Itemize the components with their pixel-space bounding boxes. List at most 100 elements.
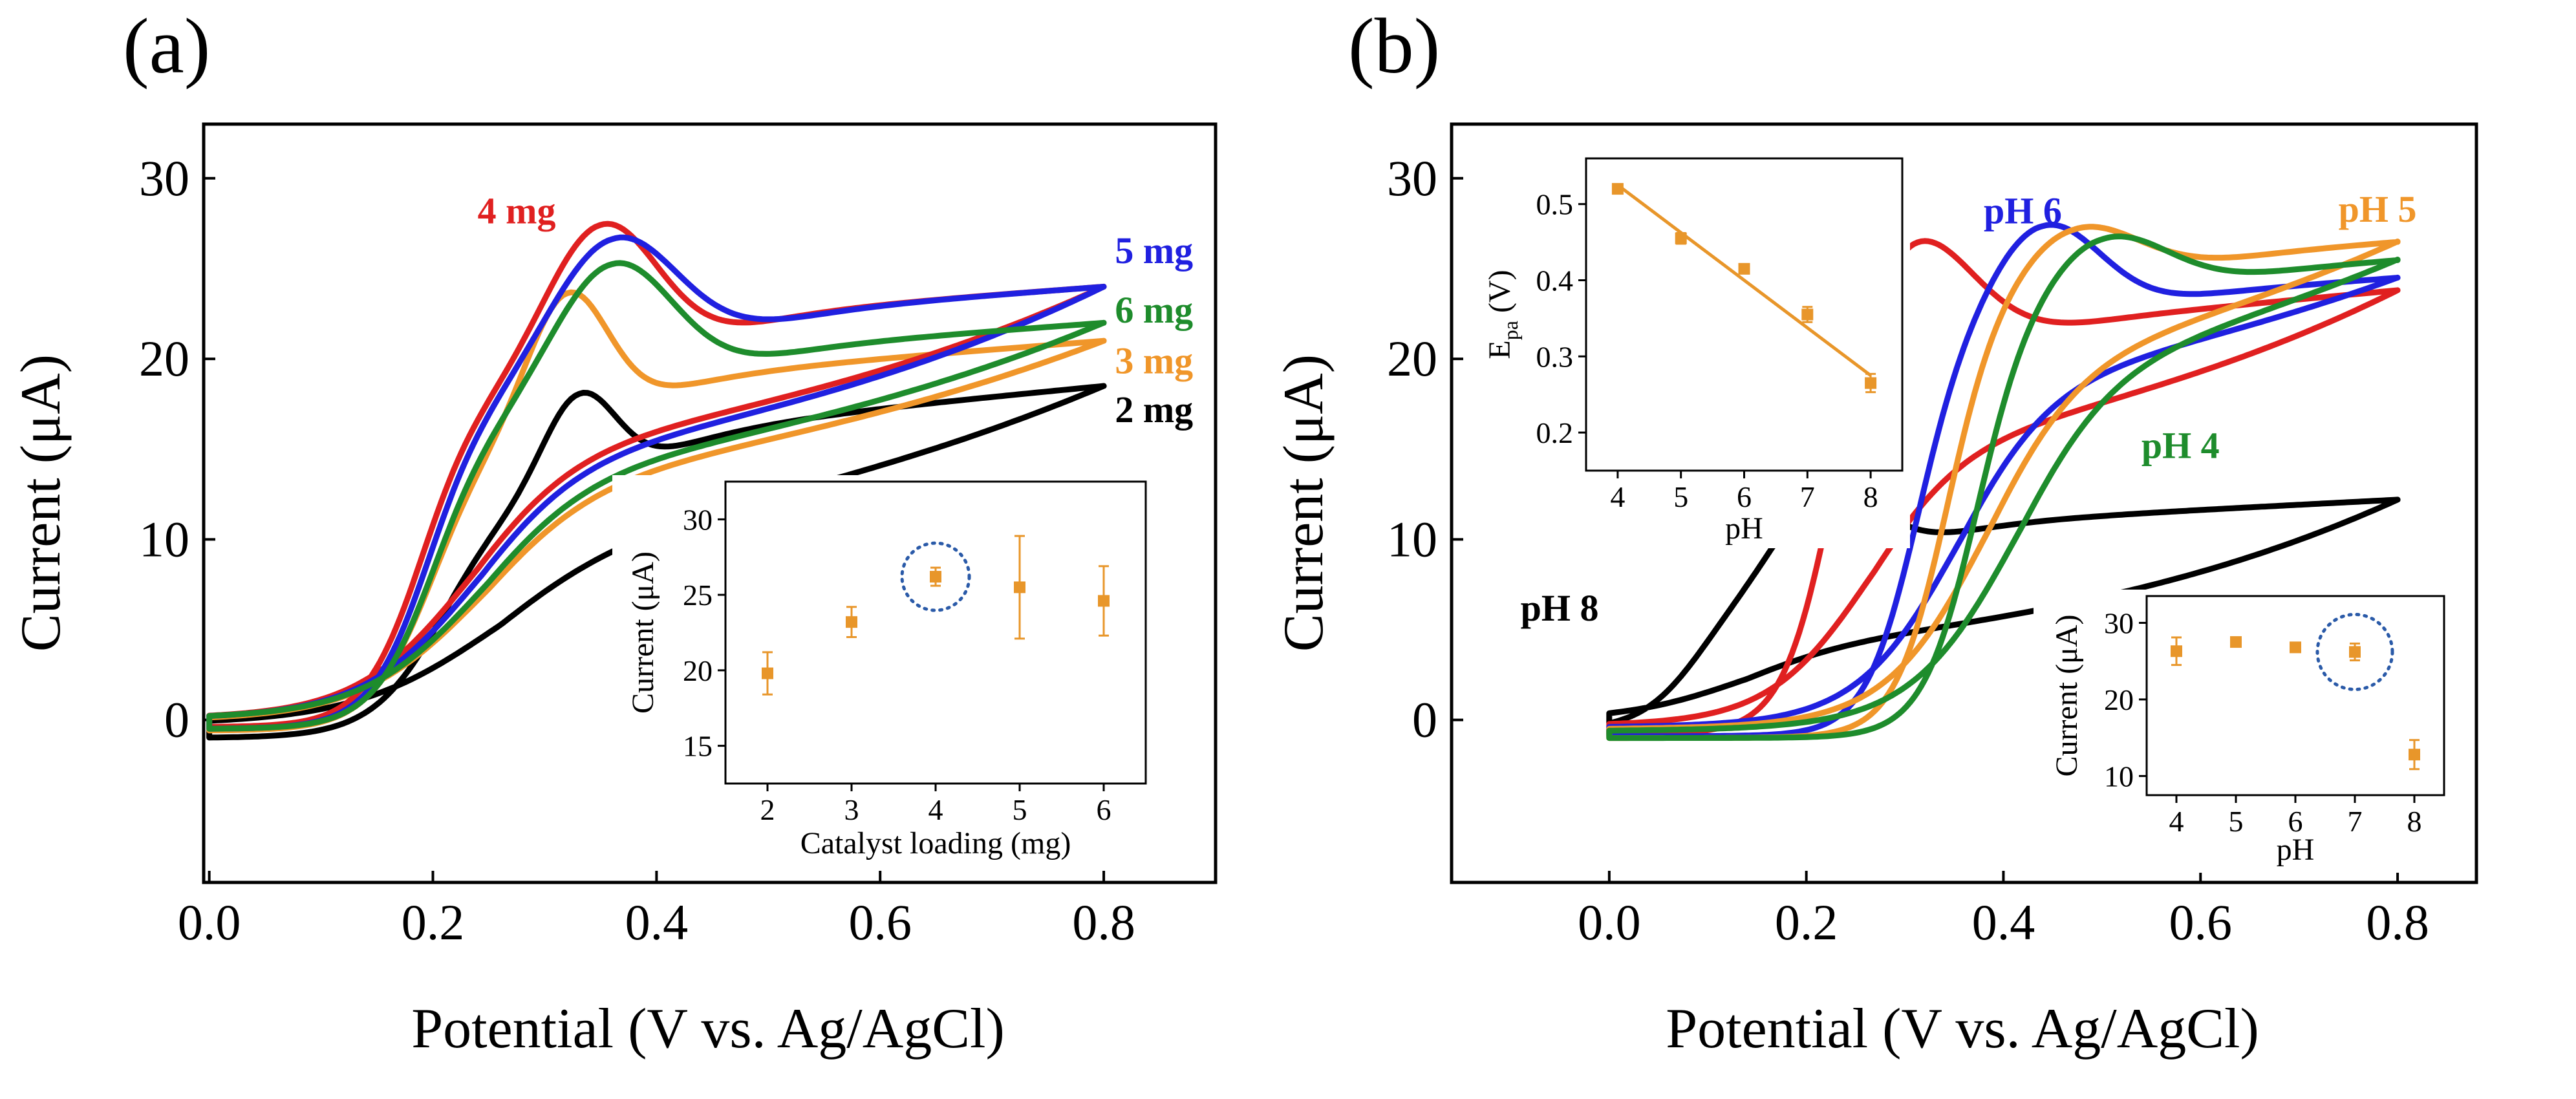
epa-inset-points xyxy=(1611,183,1877,394)
panel-b-ticks: 0.0 0.2 0.4 0.6 0.8 0 10 20 30 xyxy=(1387,150,2429,950)
panel-a-ytick-label: 20 xyxy=(139,330,189,387)
inset-a-ytick-label: 30 xyxy=(683,503,713,536)
panel-a-ticks: 0.0 0.2 0.4 0.6 0.8 0 10 20 30 xyxy=(139,150,1135,950)
panel-a-curves xyxy=(206,220,1107,741)
inset-a-data-point xyxy=(1098,595,1110,607)
panel-a-curve-label-2-mg: 2 mg xyxy=(1115,389,1193,431)
panel-b-ytick-label: 20 xyxy=(1387,330,1437,387)
epa-inset-ticks: 4 5 6 7 8 0.2 0.3 0.4 0.5 xyxy=(1536,188,1878,513)
inset-epa-fit-line xyxy=(1616,184,1872,377)
inset-epa-ytick-label: 0.2 xyxy=(1536,416,1574,449)
inset-epa-xtick-label: 8 xyxy=(1863,480,1878,513)
panel-b-xtick-label: 0.2 xyxy=(1775,894,1838,950)
inset-a-ytick-label: 15 xyxy=(683,730,713,763)
inset-current-ytick-label: 30 xyxy=(2104,606,2134,639)
panel-a-curve-2-mg xyxy=(206,383,1107,741)
panel-a-inset-points xyxy=(762,535,1110,696)
panel-b-xtick-label: 0.8 xyxy=(2366,894,2429,950)
panel-a-plot-frame xyxy=(202,122,1218,884)
panel-a-inset-ticks: 2 3 4 5 6 15 20 25 30 xyxy=(683,503,1111,826)
panel-b-curve-label-ph-5: pH 5 xyxy=(2339,188,2417,230)
panel-b: (b) 0.0 0.2 0.4 0.6 0.8 0 10 20 30 pH 8 pH 7 pH 6 p… xyxy=(1272,3,2478,1060)
panel-a-ytick-label: 0 xyxy=(164,692,189,748)
panel-b-ytick-label: 30 xyxy=(1387,150,1437,206)
inset-epa-ytick-label: 0.4 xyxy=(1536,264,1574,297)
inset-epa-data-point xyxy=(1738,262,1750,275)
inset-current-data-point xyxy=(2349,646,2361,658)
inset-epa-data-point xyxy=(1675,232,1687,244)
panel-a-curve-label-3-mg: 3 mg xyxy=(1115,339,1193,381)
panel-a-xtick-label: 0.2 xyxy=(402,894,465,950)
epa-y-title-sub: pa xyxy=(1499,321,1522,340)
epa-y-title-main: E xyxy=(1483,340,1517,359)
panel-b-curve-ph-4 xyxy=(1606,233,2401,742)
panel-a-xtick-label: 0.4 xyxy=(625,894,689,950)
panel-a-y-axis-title: Current (μA) xyxy=(10,354,72,652)
inset-epa-ytick-label: 0.3 xyxy=(1536,340,1574,373)
inset-epa-xtick-label: 5 xyxy=(1673,480,1688,513)
panel-a-curve-label-6-mg: 6 mg xyxy=(1115,289,1193,331)
inset-current-data-point xyxy=(2409,749,2420,761)
panel-a-ytick-label: 10 xyxy=(139,511,189,567)
panel-b-y-axis-title: Current (μA) xyxy=(1272,354,1335,652)
panel-b-curve-ph-5 xyxy=(1606,224,2401,742)
panel-b-xtick-label: 0.0 xyxy=(1578,894,1641,950)
inset-current-xtick-label: 7 xyxy=(2348,805,2363,838)
inset-current-xtick-label: 6 xyxy=(2288,805,2303,838)
panel-a: (a) 0.0 0.2 0.4 0.6 0.8 0 10 20 30 2 mg 3 mg 4 mg 5… xyxy=(10,3,1218,1060)
panel-b-ytick-label: 0 xyxy=(1412,692,1437,748)
inset-a-xtick-label: 6 xyxy=(1097,793,1111,826)
inset-epa-data-point xyxy=(1801,308,1814,321)
panel-b-curve-label-ph-8: pH 8 xyxy=(1521,587,1599,629)
epa-inset-y-title: Epa (V) xyxy=(1483,270,1522,359)
panel-a-curve-label-5-mg: 5 mg xyxy=(1115,229,1193,272)
inset-current-xtick-label: 8 xyxy=(2407,805,2422,838)
panel-a-x-axis-title: Potential (V vs. Ag/AgCl) xyxy=(411,998,1005,1060)
panel-a-inset-x-title: Catalyst loading (mg) xyxy=(800,826,1071,860)
current-inset-y-title: Current (μA) xyxy=(2050,615,2084,777)
panel-b-label: (b) xyxy=(1348,3,1440,90)
current-inset-ticks: 4 5 6 7 8 10 20 30 xyxy=(2104,606,2422,838)
inset-epa-xtick-label: 7 xyxy=(1800,480,1815,513)
inset-current-data-point xyxy=(2171,645,2182,657)
inset-epa-data-point xyxy=(1865,377,1877,389)
inset-a-ytick-label: 25 xyxy=(683,579,713,612)
epa-inset-x-title: pH xyxy=(1725,511,1763,546)
inset-a-xtick-label: 2 xyxy=(760,793,775,826)
panel-b-current-inset: 4 5 6 7 8 10 20 30 pH Current (μA) xyxy=(2034,590,2452,873)
epa-y-title-unit: (V) xyxy=(1483,270,1517,321)
inset-a-data-point xyxy=(762,667,773,679)
panel-a-xtick-label: 0.6 xyxy=(848,894,912,950)
inset-a-highlight-circle xyxy=(900,541,971,612)
panel-a-inset-y-title: Current (μA) xyxy=(626,551,660,714)
panel-a-inset-background xyxy=(612,475,1154,868)
inset-current-ytick-label: 20 xyxy=(2104,683,2134,716)
inset-current-xtick-label: 4 xyxy=(2169,805,2184,838)
inset-epa-xtick-label: 4 xyxy=(1610,480,1625,513)
inset-current-ytick-label: 10 xyxy=(2104,760,2134,793)
inset-epa-data-point xyxy=(1611,183,1624,195)
inset-a-xtick-label: 5 xyxy=(1013,793,1027,826)
panel-a-curve-label-4-mg: 4 mg xyxy=(478,190,556,232)
inset-current-xtick-label: 5 xyxy=(2229,805,2244,838)
panel-b-xtick-label: 0.4 xyxy=(1972,894,2035,950)
panel-b-ytick-label: 10 xyxy=(1387,511,1437,567)
current-inset-x-title: pH xyxy=(2277,833,2315,867)
panel-a-xtick-label: 0.8 xyxy=(1072,894,1135,950)
inset-epa-xtick-label: 6 xyxy=(1737,480,1752,513)
inset-a-data-point xyxy=(846,616,857,628)
panel-b-epa-inset: 4 5 6 7 8 0.2 0.3 0.4 0.5 pH Epa (V) xyxy=(1463,152,1910,548)
inset-a-data-point xyxy=(930,571,941,583)
current-inset-background xyxy=(2034,590,2452,873)
panel-a-curve-labels: 2 mg 3 mg 4 mg 5 mg 6 mg xyxy=(478,190,1194,431)
inset-a-xtick-label: 4 xyxy=(928,793,943,826)
panel-b-curve-ph-6 xyxy=(1606,222,2401,740)
inset-a-ytick-label: 20 xyxy=(683,654,713,687)
inset-current-data-point xyxy=(2290,641,2301,654)
panel-b-curve-label-ph-4: pH 4 xyxy=(2141,425,2220,467)
inset-a-xtick-label: 3 xyxy=(844,793,859,826)
panel-b-plot-frame xyxy=(1450,122,2478,884)
inset-epa-ytick-label: 0.5 xyxy=(1536,188,1574,221)
panel-b-x-axis-title: Potential (V vs. Ag/AgCl) xyxy=(1666,998,2259,1060)
